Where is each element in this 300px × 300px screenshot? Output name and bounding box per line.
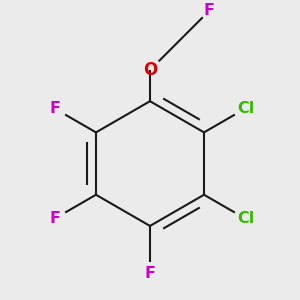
Text: Cl: Cl bbox=[237, 101, 254, 116]
Text: O: O bbox=[143, 61, 157, 79]
Text: F: F bbox=[49, 101, 60, 116]
Text: F: F bbox=[49, 211, 60, 226]
Text: F: F bbox=[145, 266, 155, 281]
Text: F: F bbox=[204, 3, 214, 18]
Text: Cl: Cl bbox=[237, 211, 254, 226]
